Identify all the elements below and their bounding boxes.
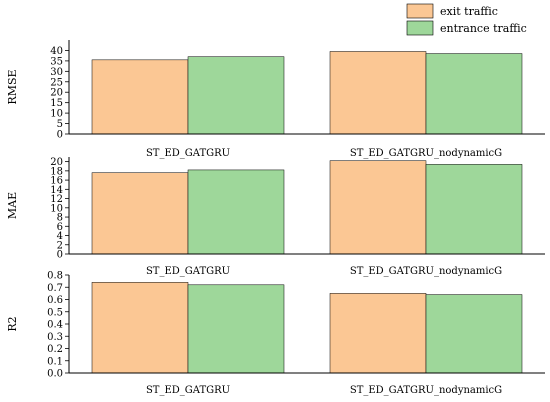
bar-mae-entrance-traffic-st-ed-gatgru bbox=[187, 169, 285, 255]
bar-r2-exit-traffic-st-ed-gatgru-nodynamicg bbox=[329, 293, 427, 374]
category-label-r2-st-ed-gatgru-nodynamicg: ST_ED_GATGRU_nodynamicG bbox=[350, 385, 502, 396]
bar-r2-exit-traffic-st-ed-gatgru bbox=[91, 282, 189, 374]
legend-label-entrance-traffic: entrance traffic bbox=[440, 22, 527, 35]
y-tick-label-mae: 16 bbox=[50, 176, 63, 187]
category-label-rmse-st-ed-gatgru-nodynamicg: ST_ED_GATGRU_nodynamicG bbox=[350, 148, 502, 159]
y-tick-label-rmse: 20 bbox=[50, 88, 63, 99]
legend-swatch-entrance-traffic bbox=[406, 20, 434, 36]
bar-rmse-entrance-traffic-st-ed-gatgru-nodynamicg bbox=[425, 53, 523, 135]
y-tick-label-r2: 0.3 bbox=[47, 332, 63, 343]
legend-swatch-exit-traffic bbox=[406, 3, 434, 19]
y-tick-label-mae: 4 bbox=[57, 231, 63, 242]
y-tick-label-rmse: 0 bbox=[57, 130, 63, 141]
y-tick-label-r2: 0.7 bbox=[47, 283, 63, 294]
y-tick-label-r2: 0.2 bbox=[47, 344, 63, 355]
y-tick-label-rmse: 35 bbox=[50, 56, 63, 67]
y-tick-label-r2: 0.1 bbox=[47, 356, 63, 367]
y-axis-label-mae: MAE bbox=[6, 192, 19, 219]
bar-mae-entrance-traffic-st-ed-gatgru-nodynamicg bbox=[425, 164, 523, 255]
y-tick-label-r2: 0.6 bbox=[47, 295, 63, 306]
legend-label-exit-traffic: exit traffic bbox=[440, 5, 498, 18]
y-axis-label-rmse: RMSE bbox=[6, 69, 19, 104]
y-tick-label-r2: 0.8 bbox=[47, 271, 63, 282]
y-tick-label-rmse: 25 bbox=[50, 77, 63, 88]
bar-rmse-entrance-traffic-st-ed-gatgru bbox=[187, 56, 285, 135]
y-tick-label-rmse: 40 bbox=[50, 46, 63, 57]
panel-r2: ST_ED_GATGRU ST_ED_GATGRU_nodynamicG 0.0 0.… bbox=[6, 271, 545, 396]
chart-panels: ST_ED_GATGRU ST_ED_GATGRU_nodynamicG05101… bbox=[6, 40, 545, 396]
category-label-r2-st-ed-gatgru: ST_ED_GATGRU bbox=[146, 385, 230, 396]
y-tick-label-r2: 0.0 bbox=[47, 369, 63, 380]
panel-mae: ST_ED_GATGRU ST_ED_GATGRU_nodynamicG 02468… bbox=[6, 157, 545, 277]
y-tick-label-mae: 18 bbox=[50, 166, 63, 177]
y-tick-label-mae: 14 bbox=[50, 185, 63, 196]
y-tick-label-rmse: 15 bbox=[50, 98, 63, 109]
y-tick-label-mae: 2 bbox=[57, 240, 63, 251]
bar-rmse-exit-traffic-st-ed-gatgru-nodynamicg bbox=[329, 51, 427, 135]
y-tick-label-mae: 12 bbox=[50, 194, 63, 205]
bar-r2-entrance-traffic-st-ed-gatgru-nodynamicg bbox=[425, 294, 523, 374]
y-tick-label-r2: 0.4 bbox=[47, 320, 63, 331]
category-label-mae-st-ed-gatgru-nodynamicg: ST_ED_GATGRU_nodynamicG bbox=[350, 266, 502, 277]
y-tick-label-mae: 10 bbox=[50, 203, 63, 214]
y-tick-label-mae: 0 bbox=[57, 250, 63, 261]
y-tick-label-rmse: 10 bbox=[50, 109, 63, 120]
category-label-rmse-st-ed-gatgru: ST_ED_GATGRU bbox=[146, 148, 230, 159]
bar-mae-exit-traffic-st-ed-gatgru bbox=[91, 172, 189, 255]
bar-mae-exit-traffic-st-ed-gatgru-nodynamicg bbox=[329, 160, 427, 255]
y-tick-label-mae: 20 bbox=[50, 157, 63, 168]
y-tick-label-rmse: 30 bbox=[50, 67, 63, 78]
bar-r2-entrance-traffic-st-ed-gatgru bbox=[187, 284, 285, 374]
y-tick-label-mae: 6 bbox=[57, 222, 63, 233]
bar-rmse-exit-traffic-st-ed-gatgru bbox=[91, 59, 189, 135]
y-axis-label-r2: R2 bbox=[6, 316, 19, 331]
y-tick-label-r2: 0.5 bbox=[47, 307, 63, 318]
y-tick-label-rmse: 5 bbox=[57, 119, 63, 130]
legend: exit traffic entrance traffic bbox=[406, 3, 527, 36]
category-label-mae-st-ed-gatgru: ST_ED_GATGRU bbox=[146, 266, 230, 277]
panel-rmse: ST_ED_GATGRU ST_ED_GATGRU_nodynamicG 05101… bbox=[6, 40, 545, 159]
y-tick-label-mae: 8 bbox=[57, 213, 63, 224]
